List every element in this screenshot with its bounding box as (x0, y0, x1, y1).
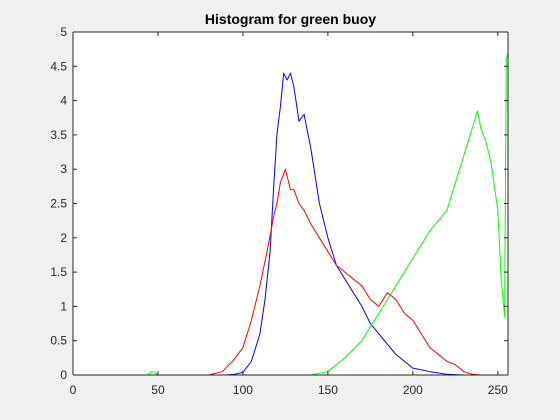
plot-area (73, 32, 508, 375)
y-tick-label-10: 5 (60, 25, 67, 39)
x-tick-label-1: 50 (151, 383, 165, 397)
x-tick-label-4: 200 (403, 383, 423, 397)
x-tick-label-3: 150 (318, 383, 338, 397)
y-tick-label-7: 3.5 (50, 128, 67, 142)
y-tick-label-1: 0.5 (50, 334, 67, 348)
y-tick-label-5: 2.5 (50, 197, 67, 211)
y-tick-label-4: 2 (60, 231, 67, 245)
x-tick-label-2: 100 (233, 383, 253, 397)
y-tick-label-6: 3 (60, 162, 67, 176)
y-tick-label-9: 4.5 (50, 59, 67, 73)
series-line-0 (73, 72, 508, 376)
y-tick-label-0: 0 (60, 368, 67, 382)
chart-title: Histogram for green buoy (205, 11, 376, 27)
x-tick-label-0: 0 (70, 383, 77, 397)
x-tick-label-5: 250 (488, 383, 508, 397)
y-tick-label-3: 1.5 (50, 265, 67, 279)
axes-layer: 0 50 100 150 200 250 0 0.5 1 1.5 2 2.5 3 3.5 4 4.5 5 (50, 25, 509, 397)
y-tick-label-8: 4 (60, 94, 67, 108)
y-tick-label-2: 1 (60, 299, 67, 313)
series-line-1 (73, 168, 508, 376)
